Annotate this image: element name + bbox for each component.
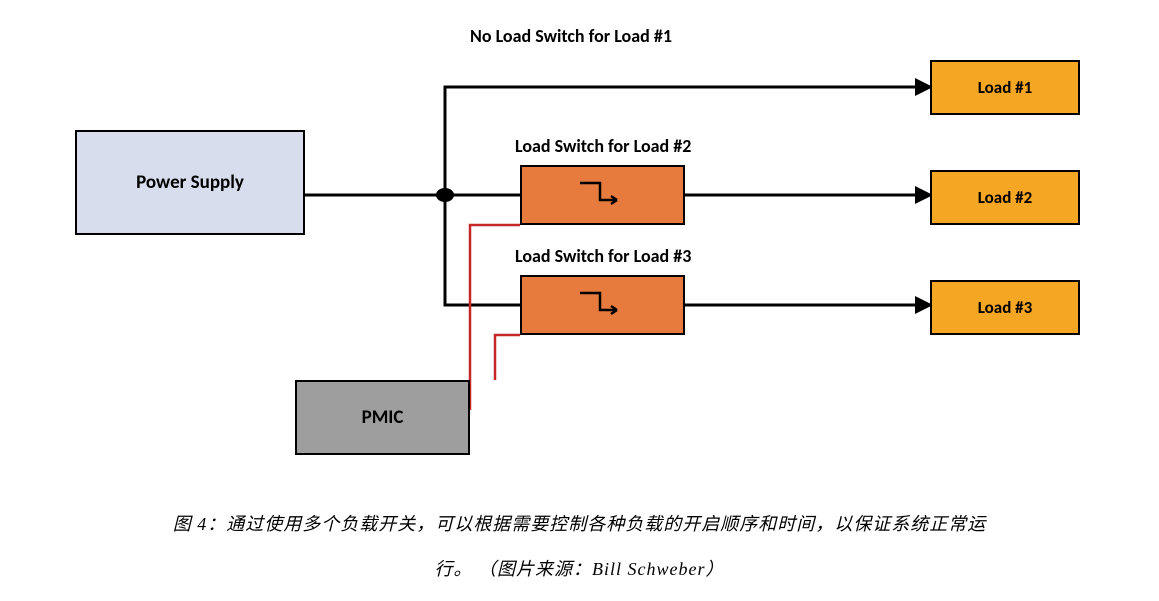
pmic-label: PMIC xyxy=(362,406,404,429)
caption-line-2: 行。 （图片来源：Bill Schweber） xyxy=(0,555,1159,581)
power-supply-box: Power Supply xyxy=(75,130,305,235)
load-2-label: Load #2 xyxy=(978,187,1033,208)
load-1-label: Load #1 xyxy=(978,77,1033,98)
caption-line-1: 图 4：通过使用多个负载开关，可以根据需要控制各种负载的开启顺序和时间，以保证系… xyxy=(0,510,1159,536)
diagram-container: Power Supply Load #1 Load #2 Load #3 PMI… xyxy=(0,0,1159,601)
load-switch-3-box xyxy=(520,275,685,335)
power-supply-label: Power Supply xyxy=(136,171,244,194)
switch-symbol-2 xyxy=(575,178,630,213)
load-1-box: Load #1 xyxy=(930,60,1080,115)
load-switch-2-box xyxy=(520,165,685,225)
switch-symbol-3 xyxy=(575,288,630,323)
switch-2-label: Load Switch for Load #2 xyxy=(515,135,691,157)
load-3-label: Load #3 xyxy=(978,297,1033,318)
no-load-switch-label: No Load Switch for Load #1 xyxy=(470,25,672,47)
load-3-box: Load #3 xyxy=(930,280,1080,335)
pmic-box: PMIC xyxy=(295,380,470,455)
load-2-box: Load #2 xyxy=(930,170,1080,225)
switch-3-label: Load Switch for Load #3 xyxy=(515,245,691,267)
